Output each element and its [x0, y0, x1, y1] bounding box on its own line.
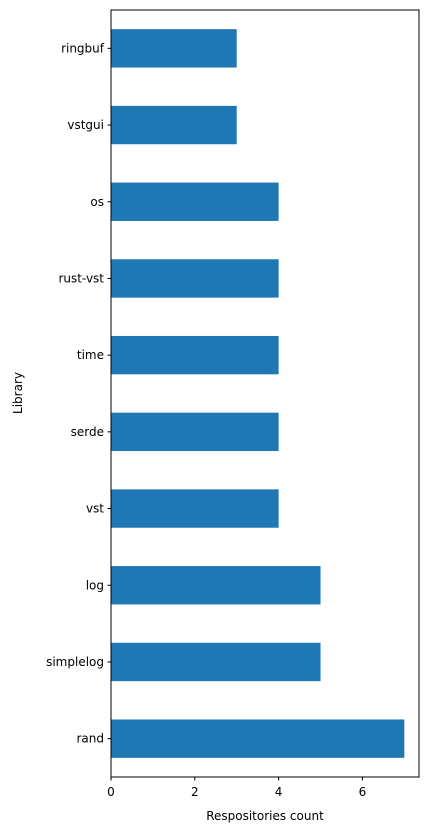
plot-frame	[110, 9, 420, 778]
bars-group	[111, 29, 405, 758]
y-tick-label: vst	[86, 502, 104, 516]
x-tick-label: 4	[275, 785, 283, 799]
bar-time	[111, 335, 279, 375]
bar-rand	[111, 719, 405, 758]
bar-rust-vst	[111, 259, 279, 298]
x-tick-label: 6	[359, 785, 367, 799]
y-ticks-group: rand simplelog log vst serde time rust-vst os vs…	[46, 41, 111, 746]
bar-vstgui	[111, 105, 237, 145]
y-tick-label: ringbuf	[61, 41, 105, 55]
x-ticks-group: 0 2 4 6	[107, 777, 366, 799]
bar-ringbuf	[111, 29, 237, 68]
bar-simplelog	[111, 642, 321, 682]
x-axis-title: Respositories count	[206, 809, 324, 823]
y-tick-label: rust-vst	[58, 271, 104, 285]
x-tick-label: 2	[191, 785, 199, 799]
y-tick-label: simplelog	[46, 655, 104, 669]
bar-os	[111, 182, 279, 221]
y-axis-title: Library	[11, 372, 25, 414]
x-tick-label: 0	[107, 785, 115, 799]
y-tick-label: rand	[76, 732, 104, 746]
y-tick-label: serde	[71, 425, 104, 439]
bar-serde	[111, 412, 279, 452]
y-tick-label: log	[86, 578, 104, 592]
y-tick-label: os	[90, 195, 104, 209]
y-tick-label: vstgui	[67, 118, 104, 132]
bar-log	[111, 566, 321, 605]
bar-vst	[111, 489, 279, 528]
y-tick-label: time	[77, 348, 104, 362]
